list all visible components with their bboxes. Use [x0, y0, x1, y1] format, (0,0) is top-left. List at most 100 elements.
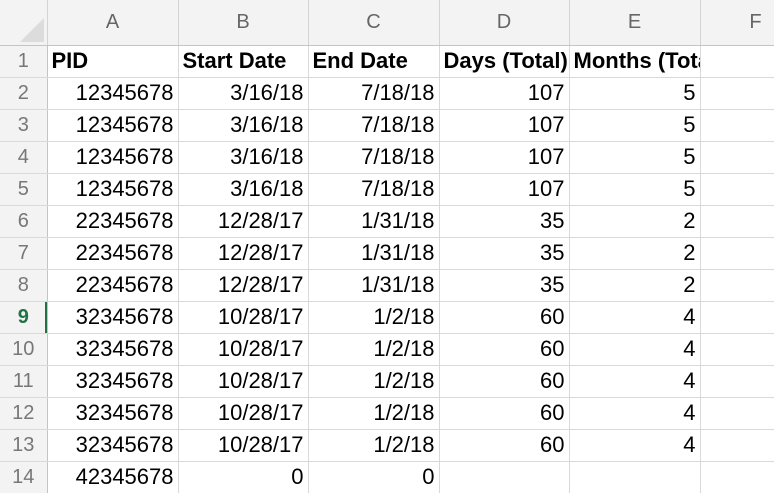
cell-d14[interactable]: [439, 461, 570, 493]
cell-f13[interactable]: [700, 429, 774, 462]
cell-a1[interactable]: PID: [47, 45, 179, 78]
row-header-6[interactable]: 6: [0, 205, 48, 238]
row-header-4[interactable]: 4: [0, 141, 48, 174]
cell-f1[interactable]: [700, 45, 774, 78]
cell-c1[interactable]: End Date: [308, 45, 440, 78]
row-header-14[interactable]: 14: [0, 461, 48, 493]
cell-f11[interactable]: [700, 365, 774, 398]
cell-b14[interactable]: 0: [178, 461, 309, 493]
row-header-5[interactable]: 5: [0, 173, 48, 206]
cell-d8[interactable]: 35: [439, 269, 570, 302]
cell-f7[interactable]: [700, 237, 774, 270]
column-header-c[interactable]: C: [308, 0, 440, 46]
cell-a6[interactable]: 22345678: [47, 205, 179, 238]
row-header-12[interactable]: 12: [0, 397, 48, 430]
column-header-d[interactable]: D: [439, 0, 570, 46]
cell-c5[interactable]: 7/18/18: [308, 173, 440, 206]
cell-d5[interactable]: 107: [439, 173, 570, 206]
cell-b13[interactable]: 10/28/17: [178, 429, 309, 462]
column-header-a[interactable]: A: [47, 0, 179, 46]
cell-b8[interactable]: 12/28/17: [178, 269, 309, 302]
column-header-e[interactable]: E: [569, 0, 701, 46]
cell-e1[interactable]: Months (Total): [569, 45, 701, 78]
cell-c2[interactable]: 7/18/18: [308, 77, 440, 110]
cell-c8[interactable]: 1/31/18: [308, 269, 440, 302]
row-header-2[interactable]: 2: [0, 77, 48, 110]
row-header-7[interactable]: 7: [0, 237, 48, 270]
cell-a13[interactable]: 32345678: [47, 429, 179, 462]
cell-e5[interactable]: 5: [569, 173, 701, 206]
cell-e10[interactable]: 4: [569, 333, 701, 366]
cell-a2[interactable]: 12345678: [47, 77, 179, 110]
cell-f4[interactable]: [700, 141, 774, 174]
cell-a3[interactable]: 12345678: [47, 109, 179, 142]
row-header-9[interactable]: 9: [0, 301, 48, 334]
cell-e9[interactable]: 4: [569, 301, 701, 334]
cell-d12[interactable]: 60: [439, 397, 570, 430]
cell-e4[interactable]: 5: [569, 141, 701, 174]
cell-d4[interactable]: 107: [439, 141, 570, 174]
cell-d2[interactable]: 107: [439, 77, 570, 110]
cell-c13[interactable]: 1/2/18: [308, 429, 440, 462]
cell-b3[interactable]: 3/16/18: [178, 109, 309, 142]
select-all-corner[interactable]: [0, 0, 48, 46]
cell-f12[interactable]: [700, 397, 774, 430]
cell-e11[interactable]: 4: [569, 365, 701, 398]
cell-c12[interactable]: 1/2/18: [308, 397, 440, 430]
cell-a8[interactable]: 22345678: [47, 269, 179, 302]
cell-c14[interactable]: 0: [308, 461, 440, 493]
cell-d13[interactable]: 60: [439, 429, 570, 462]
cell-a4[interactable]: 12345678: [47, 141, 179, 174]
cell-a14[interactable]: 42345678: [47, 461, 179, 493]
cell-a12[interactable]: 32345678: [47, 397, 179, 430]
cell-f2[interactable]: [700, 77, 774, 110]
cell-b4[interactable]: 3/16/18: [178, 141, 309, 174]
cell-e12[interactable]: 4: [569, 397, 701, 430]
cell-c7[interactable]: 1/31/18: [308, 237, 440, 270]
cell-d11[interactable]: 60: [439, 365, 570, 398]
cell-b1[interactable]: Start Date: [178, 45, 309, 78]
cell-e2[interactable]: 5: [569, 77, 701, 110]
row-header-13[interactable]: 13: [0, 429, 48, 462]
cell-b9[interactable]: 10/28/17: [178, 301, 309, 334]
cell-d7[interactable]: 35: [439, 237, 570, 270]
column-header-f[interactable]: F: [700, 0, 774, 46]
cell-d1[interactable]: Days (Total): [439, 45, 570, 78]
row-header-10[interactable]: 10: [0, 333, 48, 366]
cell-f8[interactable]: [700, 269, 774, 302]
cell-c6[interactable]: 1/31/18: [308, 205, 440, 238]
cell-f6[interactable]: [700, 205, 774, 238]
cell-e6[interactable]: 2: [569, 205, 701, 238]
cell-e13[interactable]: 4: [569, 429, 701, 462]
cell-b5[interactable]: 3/16/18: [178, 173, 309, 206]
cell-c3[interactable]: 7/18/18: [308, 109, 440, 142]
cell-b6[interactable]: 12/28/17: [178, 205, 309, 238]
cell-a11[interactable]: 32345678: [47, 365, 179, 398]
row-header-1[interactable]: 1: [0, 45, 48, 78]
cell-f14[interactable]: [700, 461, 774, 493]
cell-c4[interactable]: 7/18/18: [308, 141, 440, 174]
cell-d6[interactable]: 35: [439, 205, 570, 238]
column-header-b[interactable]: B: [178, 0, 309, 46]
cell-d3[interactable]: 107: [439, 109, 570, 142]
cell-a7[interactable]: 22345678: [47, 237, 179, 270]
row-header-8[interactable]: 8: [0, 269, 48, 302]
cell-a9[interactable]: 32345678: [47, 301, 179, 334]
cell-b12[interactable]: 10/28/17: [178, 397, 309, 430]
cell-d9[interactable]: 60: [439, 301, 570, 334]
cell-f5[interactable]: [700, 173, 774, 206]
cell-f3[interactable]: [700, 109, 774, 142]
cell-b11[interactable]: 10/28/17: [178, 365, 309, 398]
cell-b10[interactable]: 10/28/17: [178, 333, 309, 366]
cell-f9[interactable]: [700, 301, 774, 334]
cell-a5[interactable]: 12345678: [47, 173, 179, 206]
cell-e7[interactable]: 2: [569, 237, 701, 270]
cell-c10[interactable]: 1/2/18: [308, 333, 440, 366]
cell-e8[interactable]: 2: [569, 269, 701, 302]
cell-c9[interactable]: 1/2/18: [308, 301, 440, 334]
cell-e14[interactable]: [569, 461, 701, 493]
cell-e3[interactable]: 5: [569, 109, 701, 142]
cell-c11[interactable]: 1/2/18: [308, 365, 440, 398]
row-header-11[interactable]: 11: [0, 365, 48, 398]
cell-a10[interactable]: 32345678: [47, 333, 179, 366]
